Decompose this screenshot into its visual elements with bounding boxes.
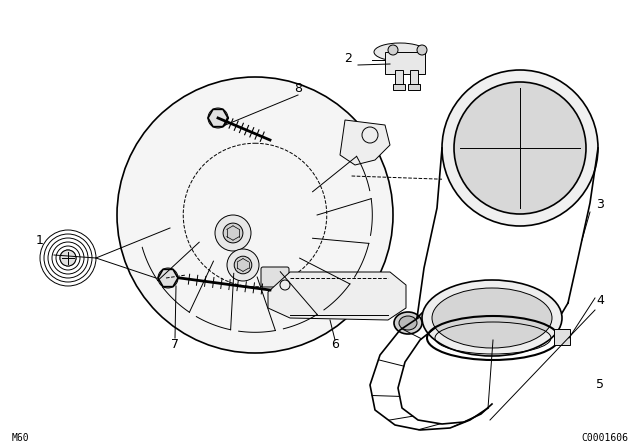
Polygon shape bbox=[340, 120, 390, 165]
Text: 7: 7 bbox=[171, 339, 179, 352]
Circle shape bbox=[223, 223, 243, 243]
Ellipse shape bbox=[442, 70, 598, 226]
Text: 8: 8 bbox=[294, 82, 302, 95]
Ellipse shape bbox=[394, 312, 422, 334]
Circle shape bbox=[158, 268, 178, 288]
Text: M60: M60 bbox=[12, 433, 29, 443]
Ellipse shape bbox=[422, 280, 562, 356]
Circle shape bbox=[234, 256, 252, 274]
Ellipse shape bbox=[399, 316, 417, 330]
FancyBboxPatch shape bbox=[261, 267, 289, 287]
Circle shape bbox=[227, 249, 259, 281]
Circle shape bbox=[117, 77, 393, 353]
Text: 5: 5 bbox=[596, 379, 604, 392]
Circle shape bbox=[417, 45, 427, 55]
Text: 6: 6 bbox=[331, 339, 339, 352]
Ellipse shape bbox=[432, 288, 552, 348]
Bar bbox=[395, 70, 403, 86]
Text: 1: 1 bbox=[36, 233, 44, 246]
Bar bbox=[393, 84, 405, 90]
Bar bbox=[410, 70, 418, 86]
FancyBboxPatch shape bbox=[554, 329, 570, 345]
Circle shape bbox=[208, 108, 228, 128]
Ellipse shape bbox=[454, 82, 586, 214]
Bar bbox=[408, 84, 420, 90]
Text: C0001606: C0001606 bbox=[581, 433, 628, 443]
Polygon shape bbox=[268, 272, 406, 320]
Text: 3: 3 bbox=[596, 198, 604, 211]
Circle shape bbox=[60, 250, 76, 266]
Text: 4: 4 bbox=[596, 293, 604, 306]
FancyBboxPatch shape bbox=[385, 52, 425, 74]
Text: 2: 2 bbox=[344, 52, 352, 65]
Ellipse shape bbox=[374, 43, 426, 61]
Circle shape bbox=[388, 45, 398, 55]
Circle shape bbox=[215, 215, 251, 251]
